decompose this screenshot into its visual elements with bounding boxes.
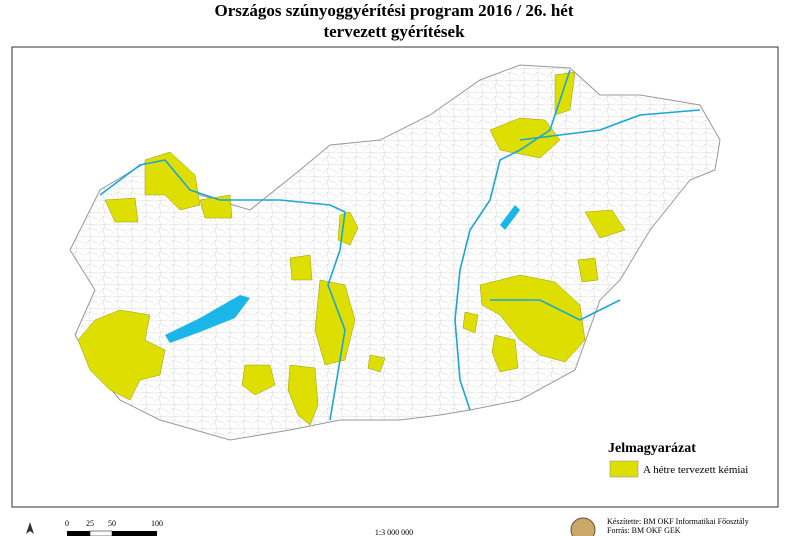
scale-seg — [112, 531, 157, 536]
lake-balaton — [165, 295, 250, 343]
legend-label: A hétre tervezett kémiai — [643, 464, 748, 476]
area — [491, 334, 519, 373]
area — [241, 364, 276, 396]
area — [337, 211, 359, 246]
water — [99, 69, 701, 421]
river — [490, 299, 621, 321]
area — [104, 197, 139, 223]
scale-label: 0 — [65, 519, 69, 528]
area — [144, 151, 201, 211]
area — [479, 274, 586, 363]
scale-label: 100 — [151, 519, 163, 528]
scale-label: 25 — [86, 519, 94, 528]
north-arrow — [26, 522, 34, 534]
river-danube — [99, 159, 346, 421]
area — [489, 117, 561, 159]
arrow — [26, 522, 34, 534]
river-tisza — [454, 69, 571, 411]
area — [577, 257, 599, 283]
area — [77, 309, 166, 401]
area — [462, 311, 479, 334]
map-title: Országos szúnyoggyérítési program 2016 /… — [214, 1, 573, 20]
area — [367, 354, 386, 373]
credit: Forrás: BM OKF GEK — [607, 526, 681, 535]
river — [519, 109, 701, 141]
credit: Készítette: BM OKF Informatikai Főosztál… — [607, 517, 749, 526]
area — [289, 254, 313, 281]
area — [314, 279, 356, 366]
scale-ratio: 1:3 000 000 — [375, 528, 413, 536]
map-subtitle: tervezett gyérítések — [323, 22, 465, 41]
emblem — [570, 517, 596, 536]
legend-title: Jelmagyarázat — [608, 441, 696, 456]
scale-label: 50 — [108, 519, 116, 528]
lake-tisza — [500, 205, 520, 230]
scale-seg — [89, 530, 113, 536]
area — [584, 209, 626, 239]
legend-swatch — [609, 460, 639, 478]
scale-bar: 0 25 50 100 — [65, 519, 163, 536]
area — [287, 364, 319, 426]
treated-areas — [77, 71, 626, 426]
scale-seg — [67, 531, 90, 536]
